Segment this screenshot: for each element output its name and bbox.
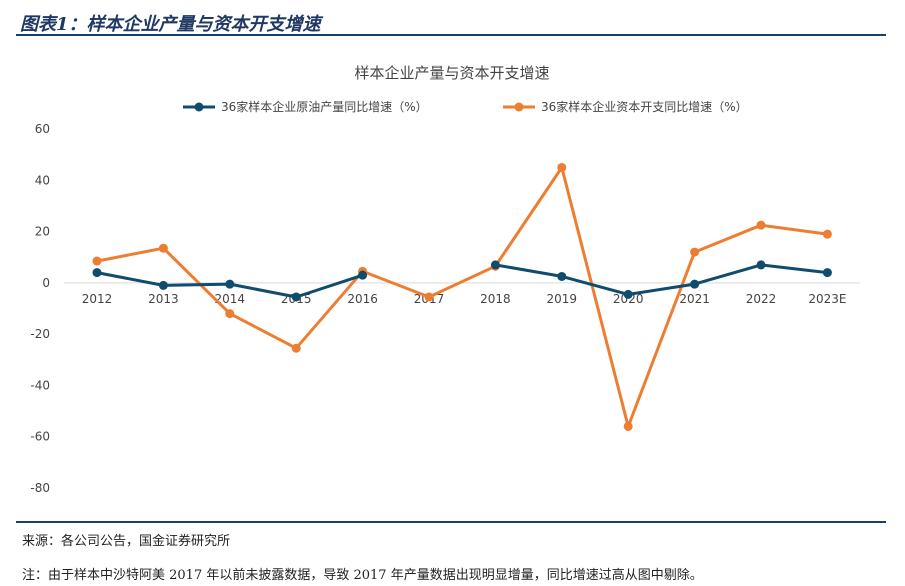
data-point-series1-2013 xyxy=(158,243,168,253)
x-tick-label: 2022 xyxy=(746,292,777,306)
source-note: 来源：各公司公告，国金证券研究所 xyxy=(22,534,231,549)
data-point-series0-2019 xyxy=(557,271,567,281)
title-divider xyxy=(16,34,886,36)
x-tick-label: 2019 xyxy=(547,292,578,306)
data-point-series1-2014 xyxy=(225,309,235,319)
x-tick-label: 2018 xyxy=(480,292,511,306)
y-tick-label: 20 xyxy=(35,225,50,239)
y-tick-label: -80 xyxy=(30,481,50,495)
x-tick-label: 2012 xyxy=(82,292,113,306)
chart-title: 样本企业产量与资本开支增速 xyxy=(354,64,549,82)
y-tick-label: 0 xyxy=(42,276,50,290)
x-tick-label: 2014 xyxy=(215,292,246,306)
legend-label-0: 36家样本企业原油产量同比增速（%） xyxy=(221,99,428,114)
data-point-series0-2015 xyxy=(291,292,301,302)
data-point-series0-2021 xyxy=(690,279,700,289)
y-tick-label: -60 xyxy=(30,430,50,444)
x-tick-label: 2023E xyxy=(808,292,846,306)
data-point-series0-2022 xyxy=(756,260,766,270)
data-point-series1-2021 xyxy=(690,247,700,257)
data-point-series1-2015 xyxy=(291,343,301,353)
x-tick-label: 2021 xyxy=(679,292,710,306)
data-point-series1-2022 xyxy=(756,220,766,230)
data-point-series0-2012 xyxy=(92,268,102,278)
data-point-series0-2023E xyxy=(822,268,832,278)
data-point-series0-2016 xyxy=(358,270,368,280)
series-line-1 xyxy=(96,166,828,428)
legend-label-1: 36家样本企业资本开支同比增速（%） xyxy=(541,99,748,114)
data-point-series0-2013 xyxy=(158,280,168,290)
line-chart: 样本企业产量与资本开支增速 36家样本企业原油产量同比增速（%） 36家样本企业资本… xyxy=(30,64,860,495)
legend-marker-0 xyxy=(194,102,204,112)
data-point-series1-2020 xyxy=(623,421,633,431)
data-point-series1-2012 xyxy=(92,256,102,266)
y-tick-label: -40 xyxy=(30,378,50,392)
y-tick-label: 60 xyxy=(35,122,50,136)
data-point-series1-2019 xyxy=(557,162,567,172)
data-point-series0-2020 xyxy=(623,289,633,299)
footnote: 注：由于样本中沙特阿美 2017 年以前未披露数据，导致 2017 年产量数据出… xyxy=(22,568,703,583)
legend-marker-1 xyxy=(514,102,524,112)
x-tick-label: 2013 xyxy=(148,292,179,306)
bottom-divider xyxy=(16,521,886,523)
data-point-series0-2014 xyxy=(225,279,235,289)
y-tick-label: -20 xyxy=(30,327,50,341)
figure-label: 图表1：样本企业产量与资本开支增速 xyxy=(20,14,321,35)
data-point-series1-2023E xyxy=(822,229,832,239)
figure-header: 图表1：样本企业产量与资本开支增速 xyxy=(16,4,886,35)
data-point-series1-2017 xyxy=(424,292,434,302)
data-point-series0-2018 xyxy=(490,260,500,270)
x-tick-label: 2016 xyxy=(347,292,378,306)
y-tick-label: 40 xyxy=(35,173,50,187)
